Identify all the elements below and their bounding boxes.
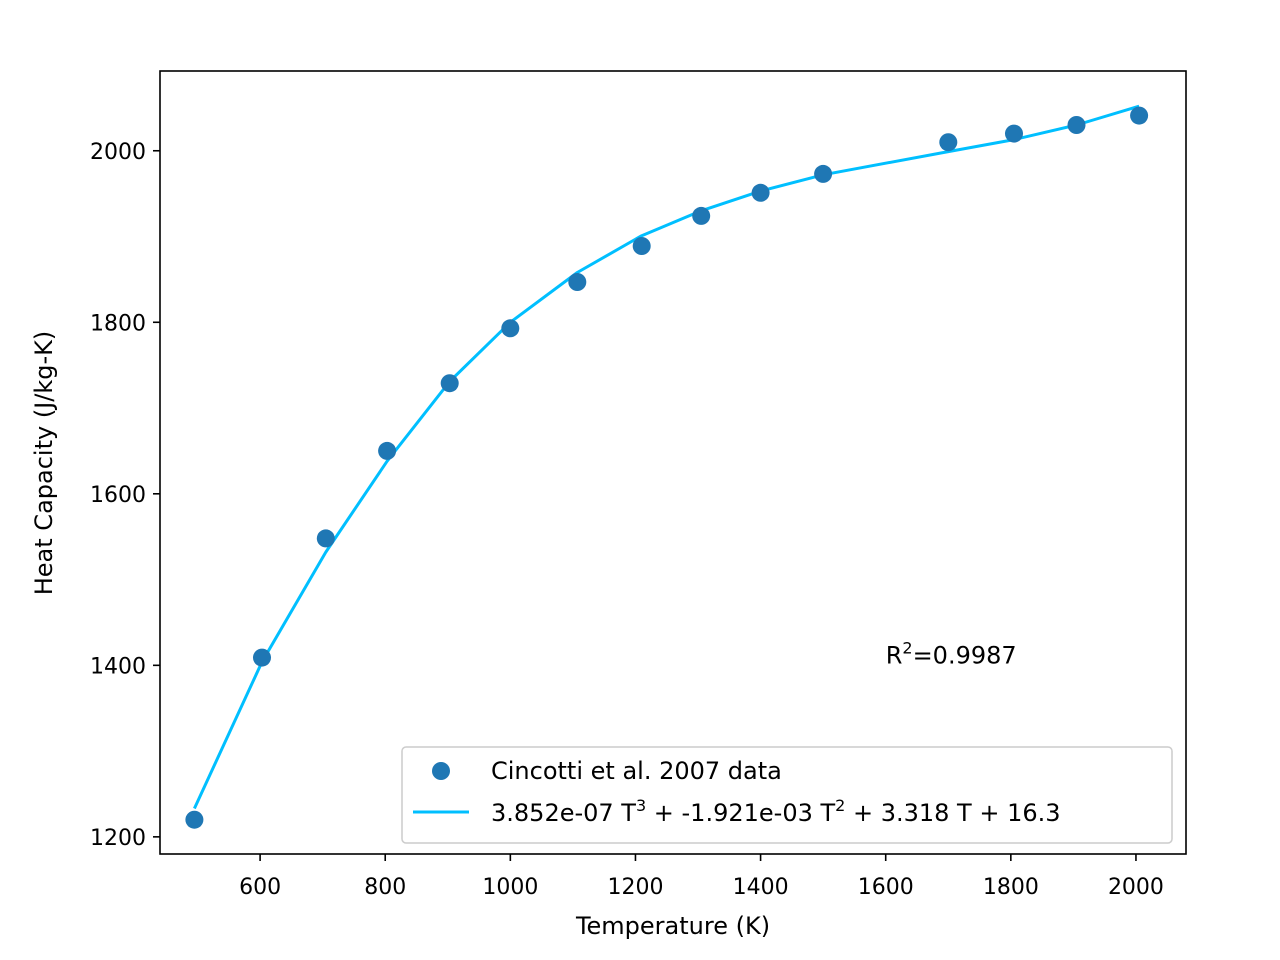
data-point — [1130, 106, 1149, 125]
data-point — [814, 164, 833, 183]
x-tick-label: 800 — [364, 875, 406, 900]
fit-sup-3: 3 — [636, 796, 646, 815]
x-tick-label: 1800 — [983, 875, 1039, 900]
x-tick-label: 1200 — [607, 875, 663, 900]
fit-term-quadratic: + -1.921e-03 T — [646, 799, 835, 827]
fit-term-cubic: 3.852e-07 T — [491, 799, 636, 827]
y-tick-label: 1400 — [90, 654, 146, 679]
data-point — [632, 237, 651, 255]
legend-label-fit: 3.852e-07 T3 + -1.921e-03 T2 + 3.318 T +… — [491, 796, 1061, 827]
x-tick-label: 600 — [239, 875, 281, 900]
legend: Cincotti et al. 2007 data 3.852e-07 T3 +… — [401, 746, 1173, 844]
data-point — [1005, 124, 1023, 143]
y-axis-label: Heat Capacity (J/kg-K) — [30, 331, 58, 596]
y-tick-label: 1200 — [90, 826, 146, 851]
x-tick-label: 2000 — [1108, 875, 1164, 900]
fit-curve-line — [193, 104, 1140, 810]
data-point — [316, 529, 335, 548]
data-point — [751, 183, 770, 202]
data-point — [501, 319, 520, 338]
data-point — [1067, 116, 1086, 134]
y-tick-label: 1600 — [90, 483, 146, 508]
fit-sup-2: 2 — [835, 796, 845, 815]
r-squared-superscript: 2 — [902, 639, 912, 658]
legend-label-data: Cincotti et al. 2007 data — [491, 757, 782, 785]
x-tick-label: 1000 — [482, 875, 538, 900]
data-point — [185, 810, 204, 829]
fit-term-linear-constant: + 3.318 T + 16.3 — [845, 799, 1060, 827]
plot-area — [185, 104, 1149, 829]
y-tick-label: 2000 — [90, 140, 146, 165]
data-point — [253, 648, 271, 667]
plot-frame — [159, 70, 1187, 855]
r-squared-prefix: R — [886, 642, 903, 670]
data-point — [939, 133, 958, 152]
x-axis-label: Temperature (K) — [575, 912, 770, 940]
x-tick-label: 1400 — [733, 875, 789, 900]
legend-box — [401, 746, 1173, 844]
x-tick-label: 1600 — [858, 875, 914, 900]
r-squared-value: =0.9987 — [913, 642, 1017, 670]
data-point — [440, 374, 459, 393]
y-tick-label: 1800 — [90, 311, 146, 336]
data-point — [692, 206, 711, 225]
data-point — [378, 441, 397, 460]
data-point — [568, 273, 587, 291]
r-squared-annotation: R2=0.9987 — [886, 639, 1017, 670]
legend-marker-data — [432, 762, 450, 780]
axis-ticks: 600 800 1000 1200 1400 1600 1800 2000 1200 1400 16… — [90, 140, 1164, 900]
